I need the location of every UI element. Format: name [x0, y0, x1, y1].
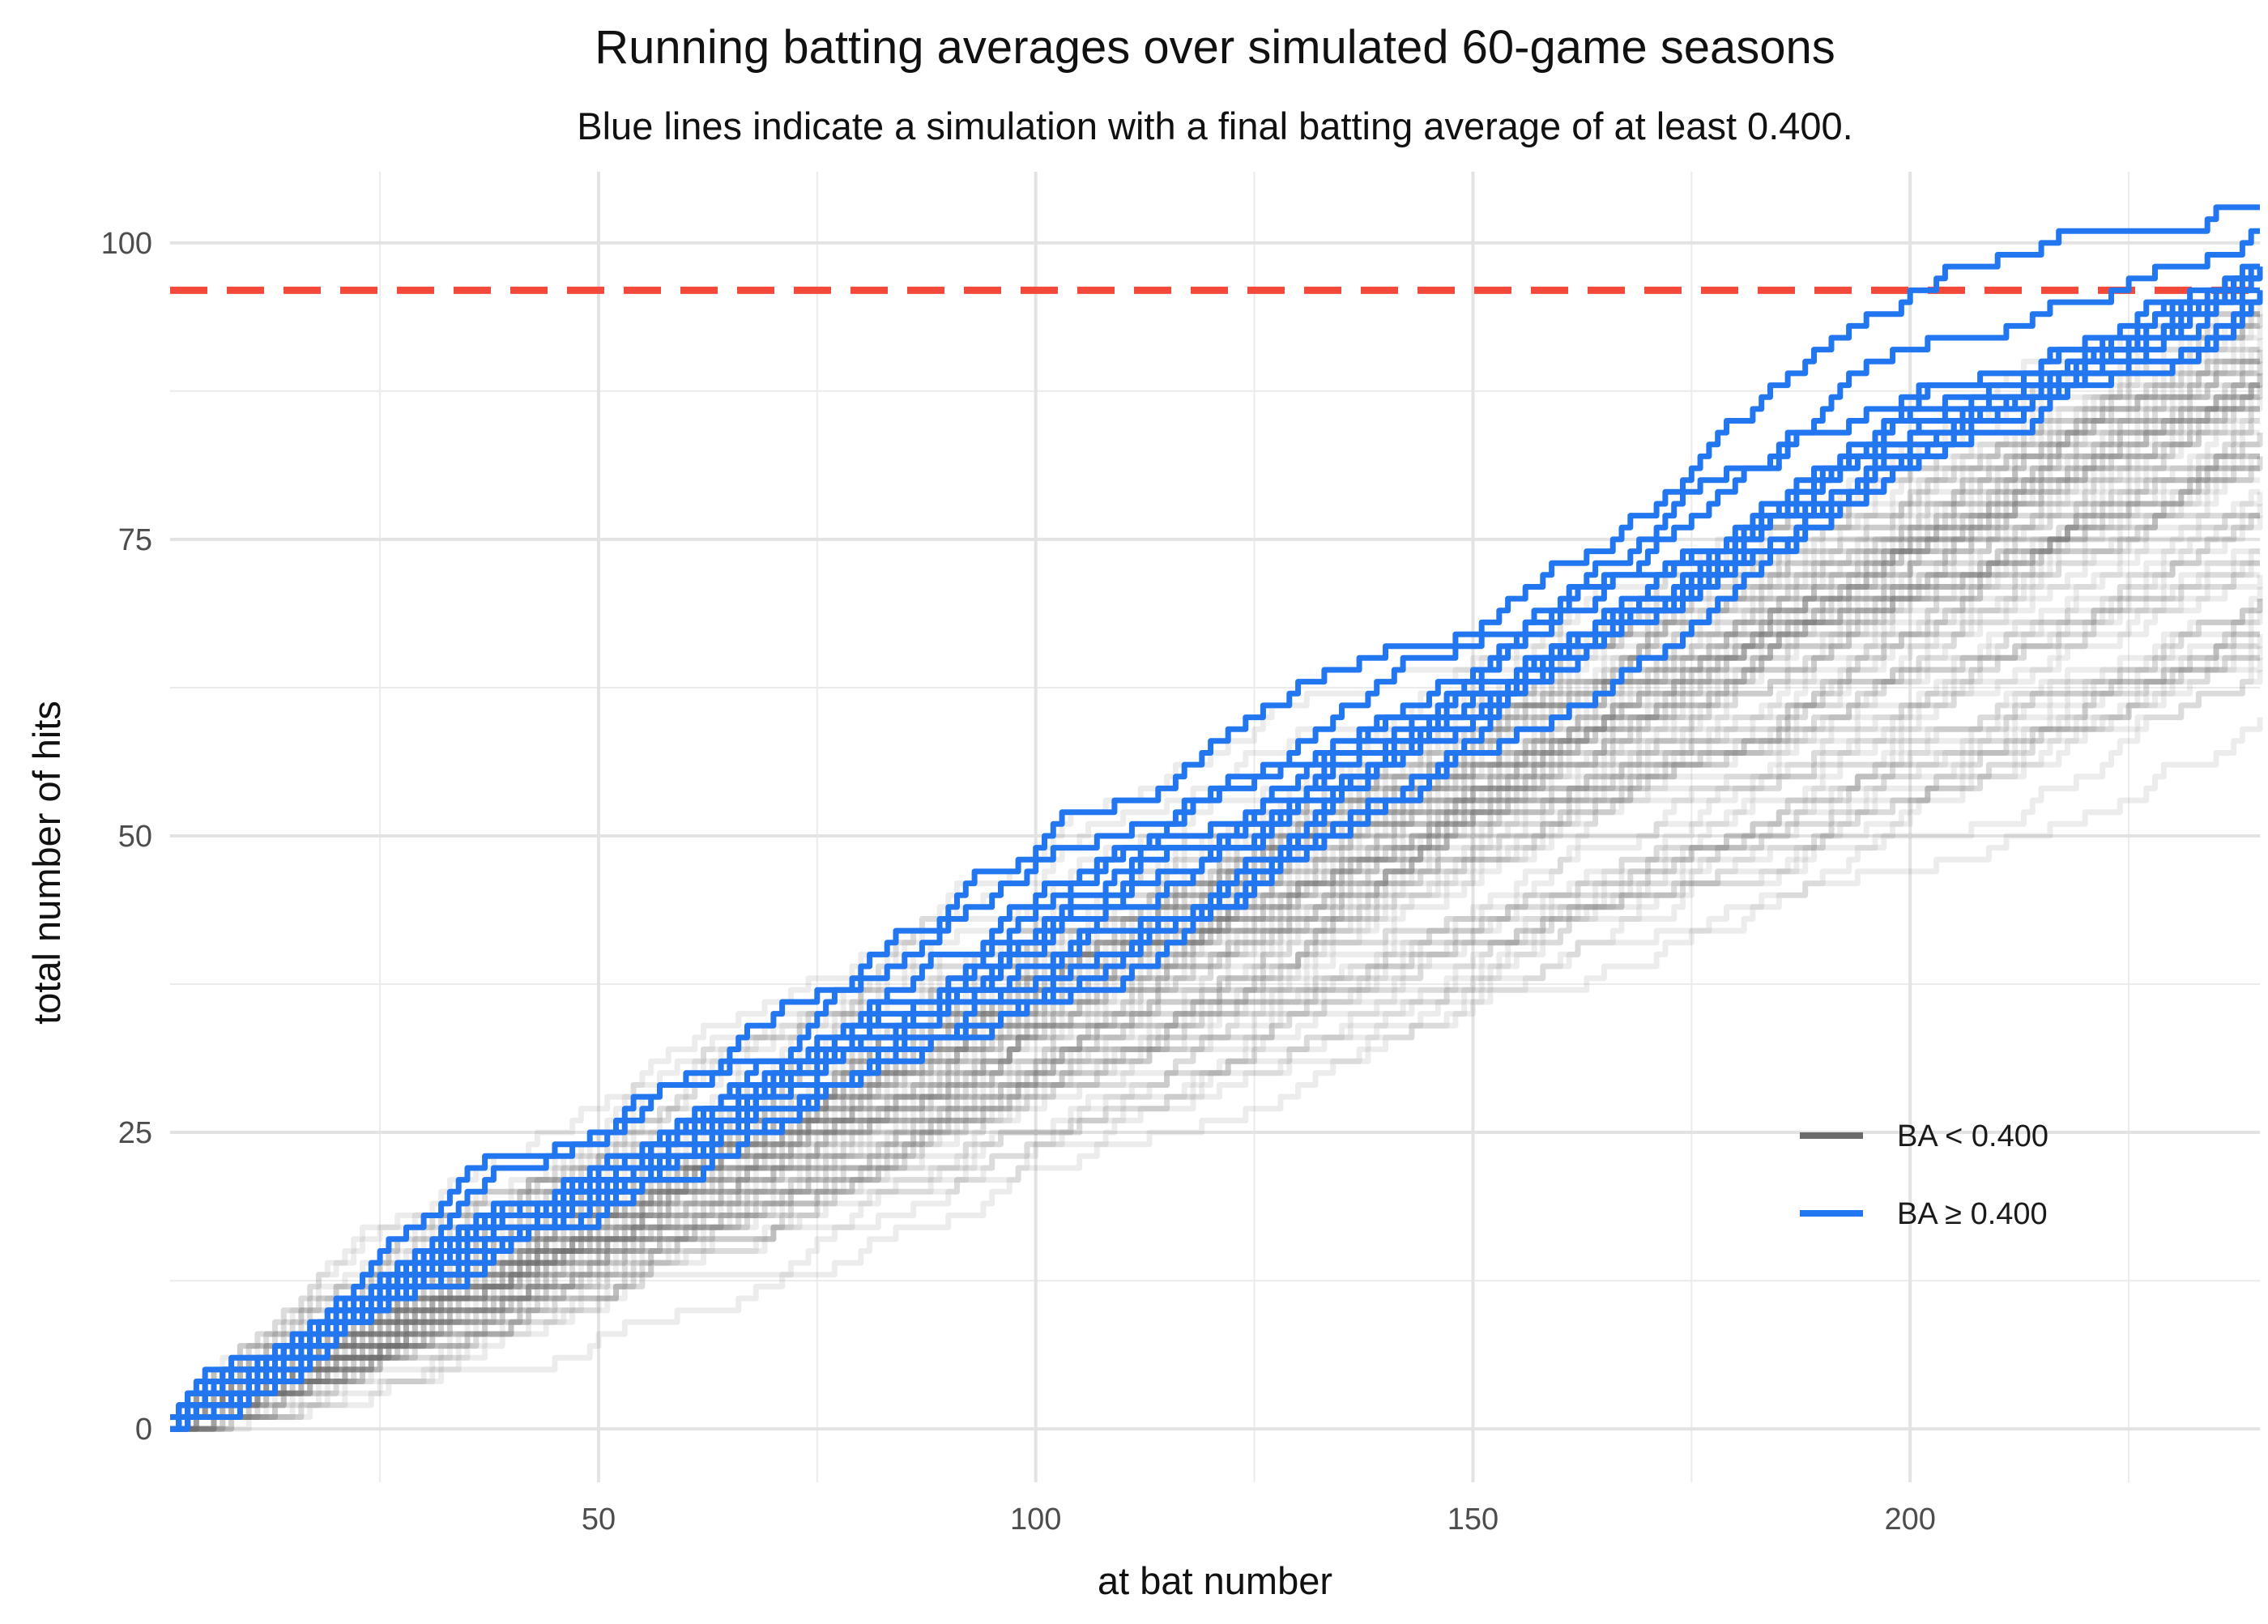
- series-line-below: [170, 394, 2260, 1432]
- x-axis-title: at bat number: [1098, 1559, 1332, 1602]
- series-line-below: [170, 619, 2260, 1432]
- series-line-below: [170, 347, 2260, 1432]
- x-tick-label: 50: [582, 1503, 616, 1537]
- series-line-below: [170, 513, 2260, 1432]
- series-line-below: [170, 406, 2260, 1420]
- series-line-below: [170, 634, 2263, 1432]
- legend-label: BA < 0.400: [1897, 1119, 2048, 1153]
- y-tick-label: 50: [118, 820, 152, 854]
- series-line-above: [170, 263, 2260, 1420]
- x-tick-label: 100: [1010, 1503, 1061, 1537]
- legend-label: BA ≥ 0.400: [1897, 1197, 2048, 1231]
- series-line-below: [170, 418, 2260, 1420]
- series-line-below: [170, 429, 2260, 1420]
- series-line-below: [170, 599, 2263, 1432]
- series-line-below: [170, 382, 2260, 1420]
- series-line-below: [170, 504, 2263, 1420]
- series-line-below: [170, 717, 2263, 1432]
- y-tick-label: 75: [118, 523, 152, 557]
- series-above-400: [170, 204, 2263, 1432]
- series-line-below: [170, 631, 2260, 1420]
- series-line-below: [170, 373, 2263, 1432]
- series-line-below: [170, 513, 2260, 1432]
- series-line-below: [170, 406, 2260, 1432]
- series-line-below: [170, 456, 2263, 1420]
- series-line-below: [170, 361, 2263, 1432]
- series-line-below: [170, 299, 2260, 1432]
- series-line-below: [170, 586, 2263, 1432]
- series-line-below: [170, 453, 2260, 1432]
- x-tick-label: 200: [1884, 1503, 1935, 1537]
- axes: 50 100 150 200 0 25 50 75 100: [101, 227, 1936, 1537]
- x-tick-label: 150: [1447, 1503, 1498, 1537]
- series-line-below: [170, 465, 2260, 1420]
- series-line-below: [170, 574, 2263, 1432]
- chart-subtitle: Blue lines indicate a simulation with a …: [577, 104, 1852, 147]
- series-line-below: [170, 654, 2260, 1420]
- grid: [170, 172, 2260, 1482]
- y-axis-title: total number of hits: [25, 701, 68, 1025]
- series-line-below: [170, 361, 2263, 1432]
- series-line-below: [170, 658, 2263, 1432]
- chart-title: Running batting averages over simulated …: [595, 21, 1835, 74]
- series-line-below: [170, 643, 2260, 1432]
- series-line-below: [170, 418, 2260, 1432]
- series-line-below: [170, 560, 2260, 1432]
- series-line-below: [170, 382, 2260, 1432]
- series-line-below: [170, 313, 2263, 1432]
- series-line-below: [170, 465, 2260, 1432]
- series-line-below: [170, 515, 2263, 1420]
- series-line-below: [170, 513, 2260, 1432]
- series-line-below: [170, 548, 2260, 1432]
- series-line-below: [170, 610, 2263, 1432]
- series-line-below: [170, 670, 2263, 1432]
- y-tick-label: 100: [101, 227, 152, 261]
- y-tick-label: 0: [135, 1413, 152, 1447]
- series-line-below: [170, 646, 2263, 1420]
- series-line-below: [170, 513, 2260, 1420]
- series-line-above: [170, 204, 2260, 1420]
- series-line-below: [170, 394, 2260, 1432]
- series-line-below: [170, 302, 2263, 1420]
- series-line-below: [170, 631, 2260, 1432]
- series-line-below: [170, 406, 2260, 1432]
- series-line-below: [170, 560, 2260, 1432]
- series-line-below: [170, 453, 2260, 1420]
- series-line-below: [170, 311, 2260, 1432]
- series-line-below: [170, 572, 2260, 1432]
- y-tick-label: 25: [118, 1116, 152, 1150]
- series-line-below: [170, 349, 2263, 1432]
- series-line-below: [170, 599, 2263, 1420]
- series-line-below: [170, 373, 2263, 1420]
- series-line-below: [170, 654, 2260, 1432]
- series-line-below: [170, 453, 2260, 1420]
- legend: BA < 0.400 BA ≥ 0.400: [1800, 1119, 2048, 1231]
- series-line-below: [170, 492, 2263, 1432]
- series-line-below: [170, 599, 2263, 1432]
- series-line-below: [170, 397, 2263, 1432]
